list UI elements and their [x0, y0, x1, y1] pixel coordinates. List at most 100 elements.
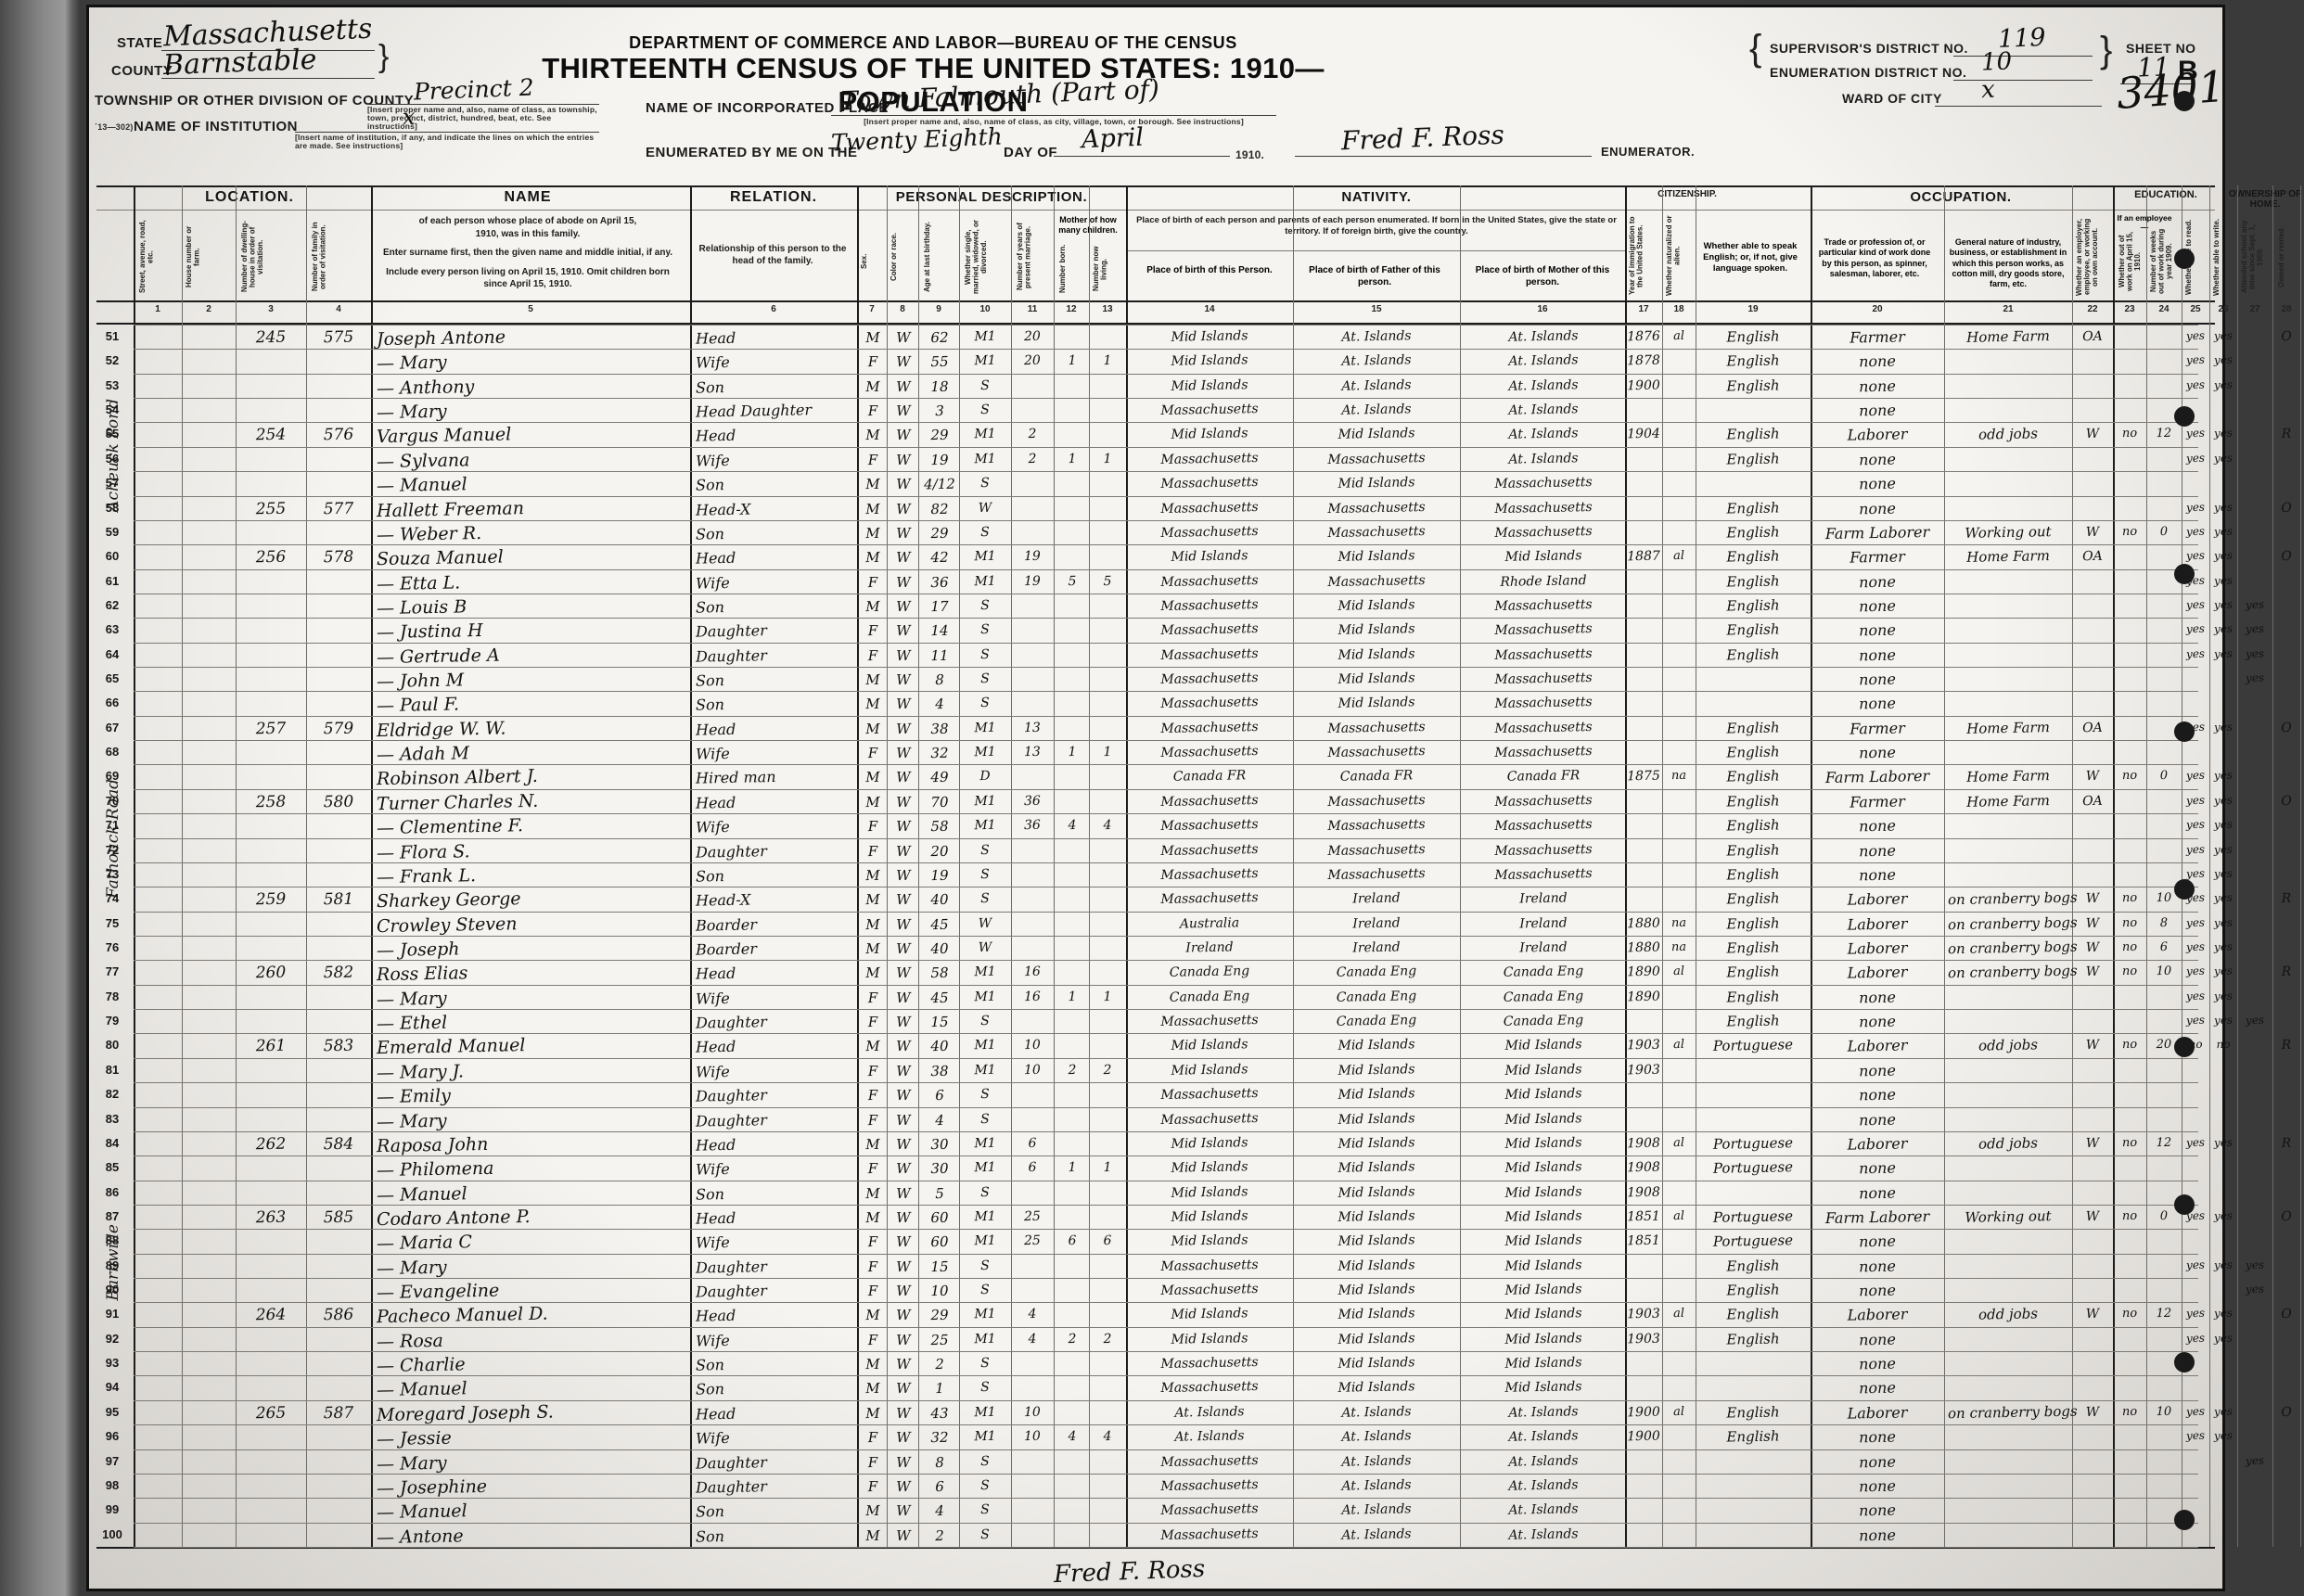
table-cell[interactable]: S: [980, 842, 990, 858]
table-cell[interactable]: none: [1858, 1061, 1897, 1080]
table-cell[interactable]: Daughter: [695, 1452, 767, 1473]
table-cell[interactable]: Codaro Antone P.: [376, 1206, 531, 1231]
table-cell[interactable]: S: [980, 402, 990, 418]
table-cell[interactable]: Massachusetts: [1160, 450, 1259, 467]
table-cell[interactable]: W: [896, 328, 911, 347]
table-cell[interactable]: Laborer: [1847, 1036, 1908, 1056]
table-cell[interactable]: 1876: [1627, 328, 1660, 345]
table-cell[interactable]: Home Farm: [1965, 718, 2051, 737]
table-cell[interactable]: 585: [323, 1207, 354, 1228]
table-cell[interactable]: Mid Islands: [1171, 1062, 1248, 1079]
table-cell[interactable]: R: [2281, 427, 2292, 442]
table-cell[interactable]: — Frank L.: [376, 865, 477, 888]
table-cell[interactable]: Mid Islands: [1504, 548, 1582, 566]
table-cell[interactable]: none: [1858, 1452, 1897, 1471]
table-cell[interactable]: none: [1858, 1526, 1897, 1545]
table-cell[interactable]: W: [2085, 524, 2100, 541]
table-cell[interactable]: S: [980, 377, 990, 393]
table-cell[interactable]: F: [867, 1453, 878, 1471]
table-cell[interactable]: W: [896, 842, 911, 860]
table-cell[interactable]: M: [865, 1038, 880, 1055]
table-cell[interactable]: 1: [1068, 745, 1077, 760]
table-cell[interactable]: Mid Islands: [1338, 1282, 1415, 1298]
table-cell[interactable]: Massachusetts: [1160, 1379, 1259, 1397]
table-cell[interactable]: F: [867, 1233, 878, 1251]
table-cell[interactable]: Massachusetts: [1160, 1110, 1259, 1128]
table-cell[interactable]: Home Farm: [1965, 327, 2051, 346]
table-cell[interactable]: 2: [1028, 451, 1037, 466]
table-cell[interactable]: Massachusetts: [1327, 450, 1426, 467]
table-cell[interactable]: Son: [695, 1380, 725, 1399]
table-cell[interactable]: F: [867, 1062, 878, 1079]
table-cell[interactable]: Massachusetts: [1160, 621, 1259, 639]
table-cell[interactable]: Mid Islands: [1338, 1306, 1415, 1323]
table-cell[interactable]: — Mary: [376, 988, 447, 1010]
table-cell[interactable]: OA: [2082, 793, 2103, 810]
table-cell[interactable]: S: [980, 1453, 990, 1469]
table-cell[interactable]: 1900: [1627, 1404, 1660, 1421]
table-cell[interactable]: 264: [255, 1306, 287, 1325]
table-cell[interactable]: 1: [1103, 745, 1112, 760]
table-cell[interactable]: 254: [255, 426, 287, 445]
table-cell[interactable]: W: [896, 1282, 911, 1300]
table-cell[interactable]: Head: [695, 1307, 736, 1326]
table-cell[interactable]: 42: [930, 549, 949, 567]
table-cell[interactable]: English: [1726, 1257, 1780, 1275]
table-cell[interactable]: 576: [323, 426, 354, 445]
table-cell[interactable]: English: [1726, 816, 1780, 835]
table-cell[interactable]: Mid Islands: [1338, 1135, 1415, 1152]
table-cell[interactable]: none: [1858, 1232, 1897, 1251]
table-cell[interactable]: M1: [974, 1331, 996, 1347]
table-cell[interactable]: Mid Islands: [1171, 352, 1248, 370]
table-cell[interactable]: Massachusetts: [1494, 645, 1593, 663]
table-cell[interactable]: none: [1858, 1110, 1897, 1129]
table-cell[interactable]: Massachusetts: [1494, 865, 1593, 883]
table-cell[interactable]: S: [980, 1184, 990, 1200]
table-cell[interactable]: 4: [1068, 1429, 1077, 1445]
table-cell[interactable]: 1880: [1627, 939, 1660, 956]
table-cell[interactable]: English: [1726, 1330, 1780, 1348]
table-cell[interactable]: Laborer: [1847, 1403, 1908, 1423]
table-cell[interactable]: M1: [974, 1208, 996, 1225]
table-cell[interactable]: Working out: [1965, 1207, 2052, 1226]
table-cell[interactable]: 10: [930, 1282, 949, 1300]
table-cell[interactable]: 1903: [1627, 1062, 1660, 1079]
table-cell[interactable]: Hired man: [695, 768, 776, 788]
table-cell[interactable]: English: [1726, 767, 1780, 786]
table-cell[interactable]: M: [865, 1307, 880, 1324]
table-cell[interactable]: Turner Charles N.: [376, 790, 539, 814]
table-cell[interactable]: R: [2281, 891, 2292, 907]
table-cell[interactable]: 43: [930, 1404, 949, 1423]
table-cell[interactable]: — Joseph: [376, 938, 460, 962]
table-cell[interactable]: 4: [1068, 818, 1077, 834]
table-cell[interactable]: M: [865, 1526, 880, 1544]
enumeration-district-value[interactable]: 10: [1980, 47, 2013, 77]
table-cell[interactable]: none: [1858, 841, 1897, 860]
table-cell[interactable]: English: [1726, 889, 1780, 908]
table-cell[interactable]: O: [2281, 1404, 2292, 1420]
table-cell[interactable]: M: [865, 427, 880, 444]
table-cell[interactable]: W: [2085, 964, 2100, 980]
table-cell[interactable]: none: [1858, 572, 1897, 591]
table-cell[interactable]: 2: [935, 1526, 944, 1544]
table-cell[interactable]: S: [980, 1111, 990, 1127]
table-cell[interactable]: Daughter: [695, 1013, 767, 1032]
table-cell[interactable]: Home Farm: [1965, 767, 2051, 786]
table-cell[interactable]: 3: [935, 402, 944, 420]
table-cell[interactable]: 19: [930, 866, 949, 885]
table-cell[interactable]: W: [896, 1160, 911, 1178]
table-cell[interactable]: Mid Islands: [1338, 597, 1415, 614]
table-cell[interactable]: Moregard Joseph S.: [376, 1401, 555, 1425]
table-cell[interactable]: F: [867, 1013, 878, 1031]
table-cell[interactable]: Massachusetts: [1160, 1526, 1259, 1543]
table-cell[interactable]: Ireland: [1519, 939, 1568, 956]
table-cell[interactable]: 1851: [1627, 1208, 1660, 1225]
table-cell[interactable]: — Paul F.: [376, 694, 460, 717]
table-cell[interactable]: English: [1726, 351, 1780, 370]
table-cell[interactable]: F: [867, 1331, 878, 1348]
table-cell[interactable]: At. Islands: [1341, 402, 1412, 418]
table-cell[interactable]: F: [867, 1429, 878, 1447]
table-cell[interactable]: Son: [695, 1356, 725, 1374]
table-cell[interactable]: W: [2085, 1307, 2100, 1322]
table-cell[interactable]: W: [896, 1477, 911, 1496]
